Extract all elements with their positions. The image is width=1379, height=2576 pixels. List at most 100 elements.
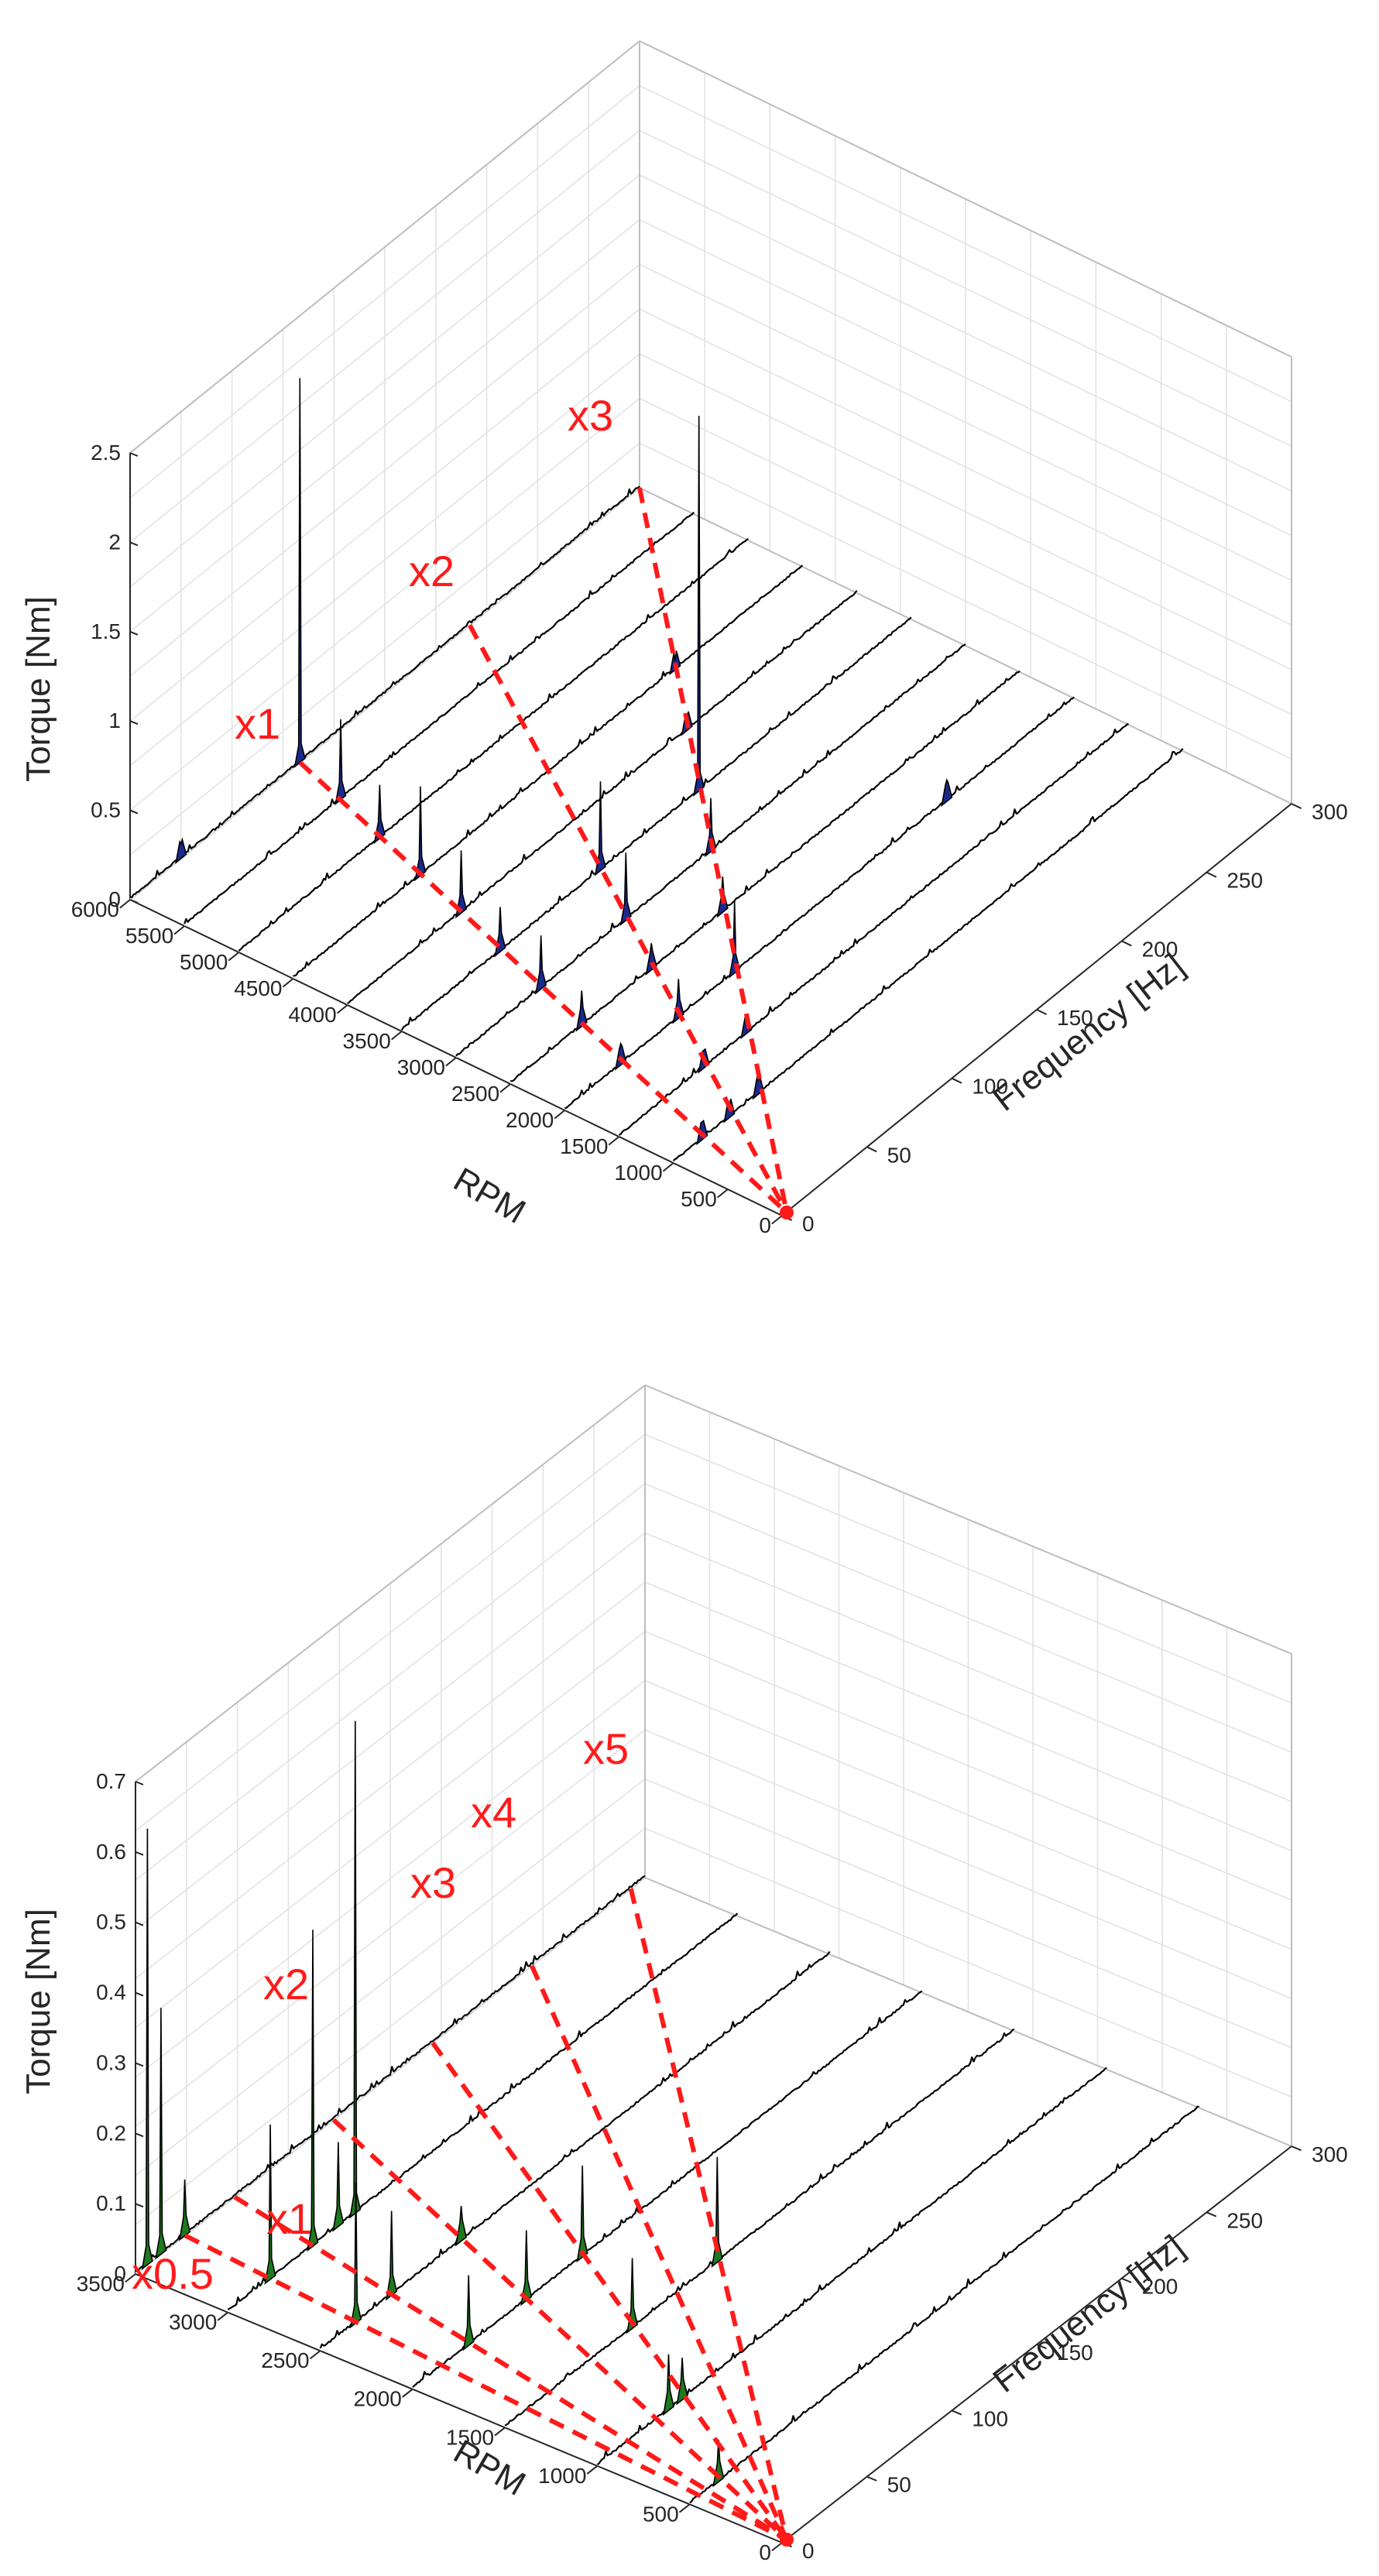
rpm-tick-mark <box>282 978 294 988</box>
frequency-tick-mark <box>1291 2146 1302 2152</box>
box-edge <box>135 1384 646 1782</box>
frequency-tick-mark <box>951 2410 962 2416</box>
slice-line <box>319 1950 831 2349</box>
spectrum-slice <box>596 2067 1107 2466</box>
grid-line-z <box>135 1581 1292 1980</box>
frequency-tick-mark <box>1206 2211 1217 2218</box>
torque-axis-label: Torque [Nm] <box>19 596 57 782</box>
frequency-tick-label: 50 <box>887 2473 911 2497</box>
torque-tick-label: 0.1 <box>96 2191 126 2215</box>
peak-mark <box>334 719 347 806</box>
spectrum-slice <box>129 378 640 900</box>
peak-mark <box>626 2258 639 2334</box>
peak-mark <box>662 2354 674 2417</box>
order-label-x2: x2 <box>409 547 455 595</box>
top-waterfall-svg: 0500100015002000250030003500400045005000… <box>19 40 1348 1237</box>
rpm-tick-mark <box>771 2542 783 2552</box>
torque-tick-label: 0 <box>108 887 121 911</box>
axes-box <box>129 40 1292 900</box>
order-label-x2: x2 <box>263 1960 309 2008</box>
torque-tick-mark <box>135 1991 144 1997</box>
grid-line-z <box>135 1483 1292 1881</box>
frequency-tick-label: 250 <box>1226 2208 1263 2232</box>
torque-tick-mark <box>135 1851 144 1856</box>
peak-mark <box>385 2211 398 2301</box>
peak-mark <box>175 837 187 865</box>
spectrum-slice <box>347 590 858 1005</box>
peak-mark <box>307 1929 319 2252</box>
frequency-tick-label: 50 <box>887 1143 911 1167</box>
peak-mark <box>669 650 681 676</box>
rpm-tick-label: 0 <box>759 2540 771 2564</box>
box-edge <box>644 1877 1292 2147</box>
torque-tick-label: 0.3 <box>96 2050 126 2074</box>
peak-mark <box>576 2165 588 2263</box>
spectrum-slice <box>504 2028 1015 2428</box>
frequency-tick-label: 150 <box>1057 1006 1093 1030</box>
slice-line <box>238 537 749 952</box>
rpm-tick-label: 3500 <box>343 1029 391 1053</box>
rpm-tick-label: 2000 <box>354 2387 402 2411</box>
grid-line-z <box>129 174 1292 588</box>
spectrum-slice <box>455 643 966 1058</box>
grid-panes <box>129 40 1292 900</box>
frequency-tick-label: 200 <box>1142 937 1178 961</box>
rpm-tick-mark <box>499 1083 511 1093</box>
rpm-tick-label: 1500 <box>446 2425 494 2449</box>
frequency-tick-mark <box>1121 2277 1132 2283</box>
frequency-tick-mark <box>1036 1009 1048 1016</box>
torque-tick-mark <box>135 2273 144 2278</box>
peak-mark <box>141 1828 153 2271</box>
peak-mark <box>494 907 506 958</box>
order-line-x4 <box>530 1964 789 2541</box>
torque-tick-label: 0.5 <box>91 798 121 822</box>
order-label-x1: x1 <box>235 699 280 748</box>
rpm-tick-mark <box>554 1110 565 1120</box>
order-label-x3: x3 <box>568 391 613 440</box>
rpm-tick-mark <box>173 925 185 935</box>
grid-line-z <box>135 1532 1292 1930</box>
rpm-tick-label: 5000 <box>180 950 228 974</box>
slice-line <box>129 485 640 899</box>
torque-tick-mark <box>135 1921 144 1926</box>
peak-mark <box>349 2182 362 2329</box>
spectrum-slice <box>319 1950 831 2351</box>
torque-axis-label: Torque [Nm] <box>19 1909 57 2094</box>
rpm-tick-mark <box>662 1162 674 1172</box>
order-line-x2 <box>468 623 789 1214</box>
peak-mark <box>332 2142 345 2232</box>
rpm-tick-mark <box>125 2273 136 2283</box>
grid-line-z <box>129 84 1292 499</box>
frequency-tick-label: 100 <box>972 2406 1008 2430</box>
torque-tick-label: 0.4 <box>96 1981 126 2005</box>
frequency-tick-label: 0 <box>802 2539 815 2563</box>
torque-tick-mark <box>129 452 139 457</box>
order-lines: x0.5 x1 x2 x3 x4 x5 <box>132 1724 794 2547</box>
grid-line-z <box>129 263 1292 677</box>
torque-tick-label: 1.5 <box>91 619 121 643</box>
frequency-tick-label: 300 <box>1312 800 1348 824</box>
rpm-tick-label: 2500 <box>261 2348 309 2372</box>
rpm-tick-mark <box>119 899 131 909</box>
spectrum-slice <box>510 670 1021 1084</box>
order-label-x0.5: x0.5 <box>132 2249 214 2298</box>
grid-line-z <box>129 352 1292 767</box>
slice-line <box>347 590 858 1004</box>
order-label-x3: x3 <box>410 1858 456 1907</box>
peak-mark <box>941 778 953 808</box>
spectrum-slices <box>135 1720 1199 2505</box>
rpm-tick-label: 4000 <box>288 1003 336 1027</box>
peak-mark <box>594 781 606 876</box>
peak-mark <box>373 784 386 845</box>
box-edge <box>639 40 1292 358</box>
spectrum-slice <box>619 722 1130 1137</box>
rpm-tick-label: 3000 <box>169 2310 217 2334</box>
peak-mark <box>264 2124 276 2285</box>
frequency-tick-mark <box>1291 803 1302 810</box>
order-line-x1 <box>298 760 789 1215</box>
frequency-tick-mark <box>951 1077 962 1084</box>
torque-tick-mark <box>135 2132 144 2138</box>
frequency-tick-label: 250 <box>1226 869 1263 893</box>
spectrum-slice <box>564 696 1075 1110</box>
peak-mark <box>534 935 547 995</box>
